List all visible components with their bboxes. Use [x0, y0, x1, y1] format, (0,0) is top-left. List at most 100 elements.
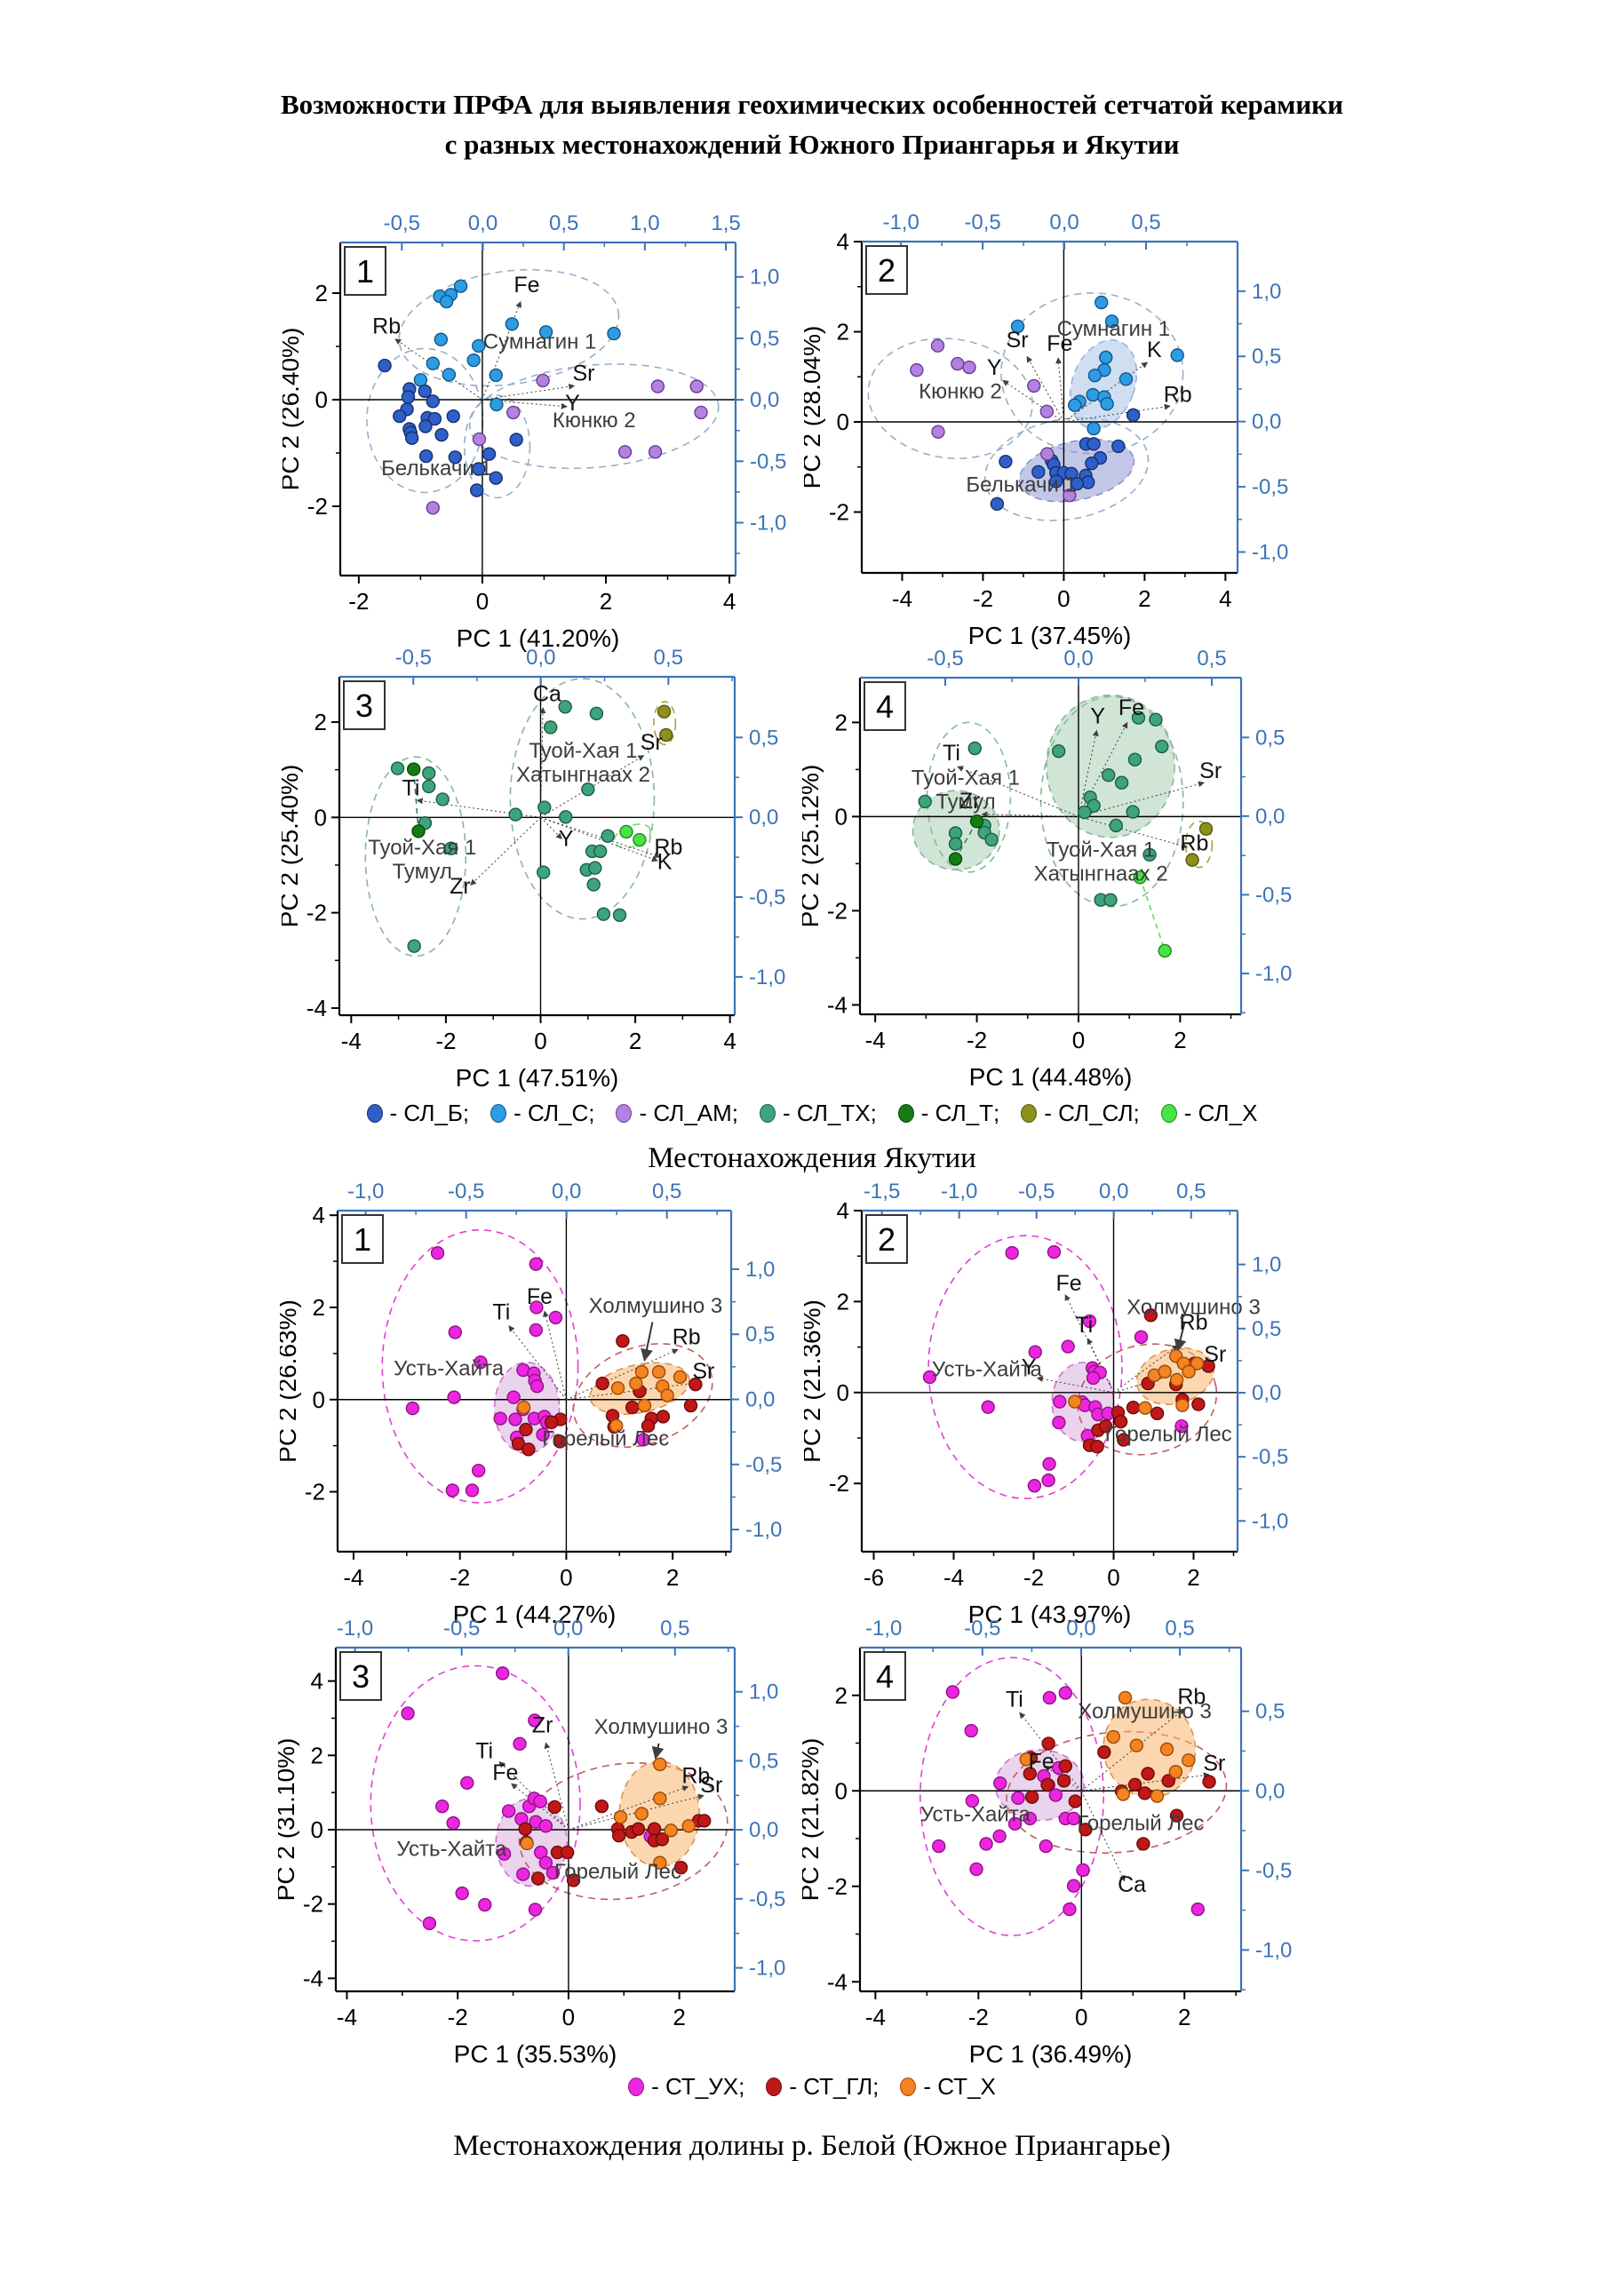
data-point-СТ_ГЛ	[689, 1377, 703, 1392]
y-axis-title: PC 2 (21.36%)	[804, 1299, 825, 1463]
cluster-ellipse	[364, 756, 467, 957]
x-axis-tick-label: 0	[534, 1028, 546, 1054]
data-point-СЛ_АМ	[910, 362, 924, 377]
data-point-СЛ_ТХ	[1078, 805, 1092, 820]
data-point-СТ_ГЛ	[530, 1871, 545, 1886]
top-axis-tick-label: 0,0	[468, 211, 498, 235]
data-point-СТ_УХ	[435, 1799, 450, 1814]
x-axis-tick-label: -2	[448, 2004, 468, 2030]
data-point-СЛ_Б	[434, 427, 449, 442]
data-point-СТ_Х	[660, 1388, 674, 1402]
data-point-СТ_УХ	[533, 1794, 547, 1808]
data-point-СТ_УХ	[1011, 1791, 1025, 1806]
data-point-СЛ_Б	[1085, 456, 1099, 471]
element-label: Rb	[673, 1324, 701, 1349]
x-axis-tick-label: 2	[1178, 2004, 1190, 2030]
data-point-СТ_УХ	[1053, 1394, 1067, 1409]
top-axis-tick-label: -1,5	[864, 1180, 900, 1204]
cluster-label: Горелый Лес	[554, 1860, 681, 1884]
data-point-СЛ_ТХ	[1051, 743, 1066, 759]
top-axis-tick-label: 0,0	[1066, 1617, 1095, 1641]
cluster-ellipse	[463, 394, 531, 499]
top-axis-tick-label: 1,5	[711, 211, 740, 235]
data-point-СТ_УХ	[1042, 1457, 1056, 1471]
y-axis-tick-label: 2	[837, 318, 849, 345]
panel-number: 4	[876, 1658, 894, 1695]
loading-vector	[540, 816, 658, 862]
data-point-СТ_Х	[673, 1370, 688, 1385]
legend-marker-icon	[900, 2078, 917, 2096]
x-axis-tick-label: 2	[666, 1564, 679, 1591]
loading-vector	[482, 383, 576, 401]
loading-vector	[1078, 781, 1205, 817]
x-axis-title: PC 1 (44.27%)	[453, 1601, 617, 1628]
right-axis-tick-label: 1,0	[749, 1680, 778, 1704]
right-axis-tick-label: -1,0	[749, 1957, 785, 1981]
cluster-label: Усть-Хайта	[394, 1356, 505, 1380]
data-point-СТ_УХ	[529, 1300, 544, 1315]
pca-plot-belaya-3: Zr Ti Fe Rb Sr Усть-Хайта Холмушино 3 Горелый Л…	[272, 1605, 799, 2073]
pca-plot-yakutia-3: Ca Sr Ti Y Zr Rb K Туой-Хая 1 Хатынгнаах 2 Туой-Х…	[275, 634, 799, 1097]
data-point-СТ_Х	[1068, 1394, 1082, 1409]
data-point-СЛ_С	[472, 338, 486, 354]
data-point-СЛ_Б	[448, 450, 463, 465]
data-point-СТ_УХ	[1007, 1816, 1023, 1831]
data-point-СЛ_ТХ	[422, 766, 436, 781]
y-axis-tick-label: -2	[829, 498, 849, 525]
data-point-СЛ_Б	[1126, 408, 1141, 423]
data-point-СЛ_СЛ	[659, 727, 673, 743]
data-point-СТ_УХ	[508, 1412, 522, 1426]
data-point-СЛ_С	[439, 294, 454, 309]
panel-number: 4	[876, 688, 894, 725]
loading-vector	[470, 816, 541, 886]
data-point-СТ_УХ	[528, 1903, 543, 1917]
data-point-СТ_Х	[629, 1376, 643, 1391]
data-point-СЛ_Б	[482, 447, 497, 461]
y-axis-title: PC 2 (25.40%)	[282, 765, 303, 928]
data-point-СТ_УХ	[474, 1355, 488, 1370]
element-label: Y	[987, 355, 1002, 380]
x-axis-tick-label: -4	[337, 2004, 357, 2030]
y-axis-tick-label: 4	[837, 1197, 849, 1224]
data-point-СТ_УХ	[516, 1867, 530, 1881]
pca-plot-belaya-2: Fe Ti Y Rb Sr Усть-Хайта Холмушино 3 Горелый Ле…	[798, 1168, 1302, 1633]
data-point-СТ_УХ	[965, 1793, 980, 1808]
cluster-ellipse	[518, 1762, 728, 1901]
x-axis-tick-label: -2	[1023, 1564, 1044, 1591]
data-point-СЛ_ТХ	[918, 794, 932, 809]
data-point-СЛ_ТХ	[1155, 739, 1169, 754]
element-label: Sr	[1199, 759, 1222, 783]
panel-number-box	[864, 681, 906, 731]
top-axis-tick-label: 1,0	[630, 211, 659, 235]
point-connector	[954, 821, 978, 860]
legend-label: - СТ_УХ;	[651, 2073, 745, 2100]
data-point-СТ_ГЛ	[1090, 1440, 1104, 1454]
top-axis-tick-label: 0,5	[652, 1180, 681, 1204]
right-axis-tick-label: -0,5	[1255, 1859, 1292, 1883]
data-point-СЛ_ТХ	[543, 720, 558, 735]
cluster-label: Усть-Хайта	[920, 1803, 1031, 1827]
data-point-СЛ_Б	[1070, 476, 1085, 491]
data-point-СЛ_Т	[406, 762, 421, 776]
data-point-СТ_УХ	[447, 1390, 461, 1404]
data-point-СТ_Х	[610, 1381, 625, 1395]
x-axis-tick-label: 0	[1075, 2004, 1087, 2030]
loading-vector	[568, 1793, 705, 1831]
legend-label: - СЛ_ТХ;	[783, 1100, 877, 1126]
data-point-СТ_Х	[1106, 1729, 1120, 1744]
data-point-СТ_УХ	[501, 1804, 516, 1818]
data-point-СЛ_АМ	[1063, 489, 1077, 503]
loading-vector	[498, 1760, 569, 1831]
y-axis-tick-label: 0	[835, 803, 848, 830]
x-axis-title: PC 1 (47.51%)	[456, 1064, 619, 1092]
data-point-СЛ_ТХ	[536, 865, 551, 879]
top-axis-tick-label: -1,0	[337, 1617, 373, 1641]
data-point-СЛ_Х	[1133, 870, 1147, 885]
x-axis-tick-label: 2	[1138, 585, 1150, 612]
data-point-СТ_Х	[1118, 1690, 1133, 1705]
cluster-label: Холмушино 3	[594, 1715, 728, 1739]
data-point-СТ_УХ	[1066, 1879, 1081, 1893]
right-axis-tick-label: -0,5	[750, 449, 786, 473]
legend-belaya: - СТ_УХ; - СТ_ГЛ; - СТ_Х	[0, 2073, 1624, 2101]
data-point-СЛ_ТХ	[596, 907, 611, 921]
